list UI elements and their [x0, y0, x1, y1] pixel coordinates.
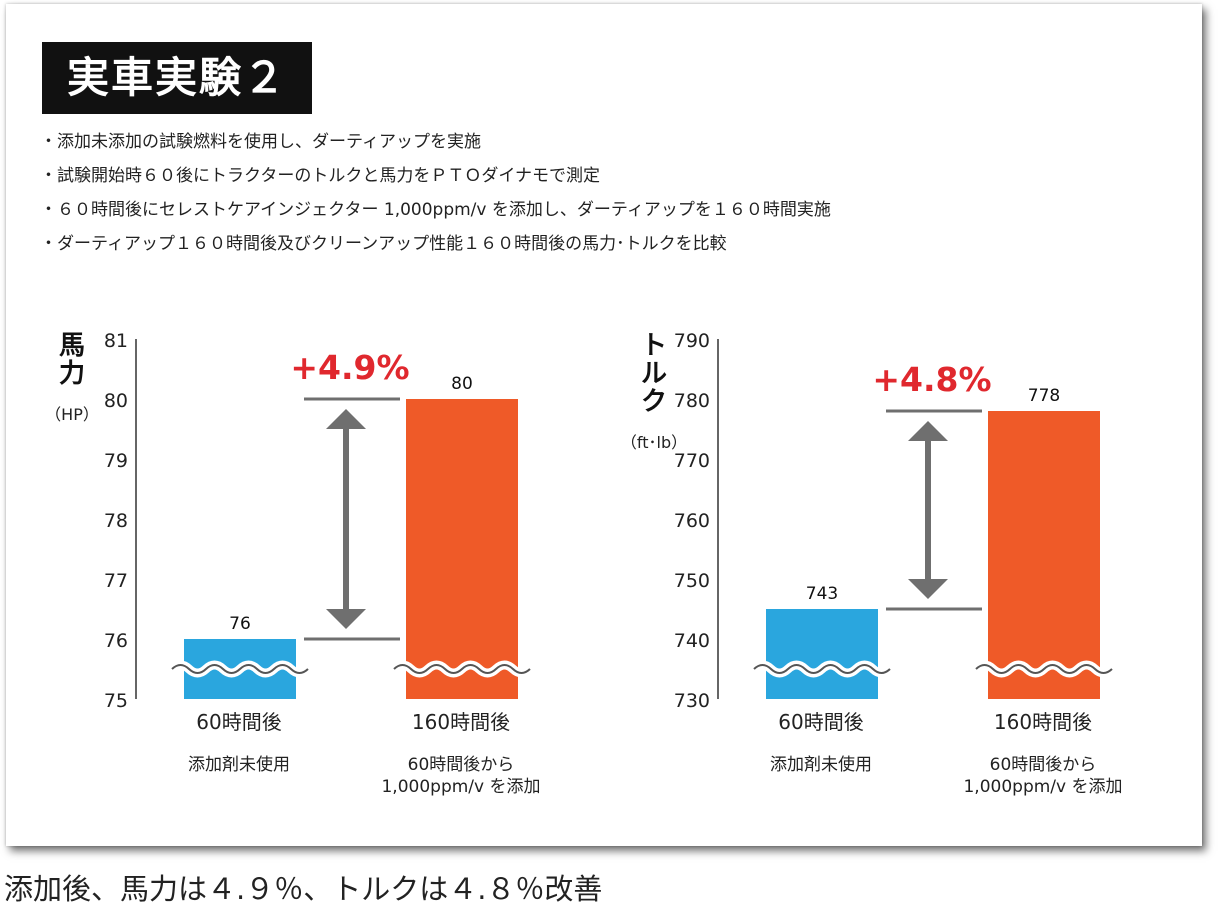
y-tick-label: 780: [674, 390, 710, 412]
category-label: 160時間後: [993, 710, 1093, 734]
torque-chart: トルク （ft･lb） 730 740 750 760 770 780 790 743 778 +4.…: [618, 304, 1158, 797]
y-tick-label: 77: [104, 570, 128, 592]
improvement-percent: +4.9%: [290, 348, 409, 387]
bar-value-label: 76: [229, 614, 251, 634]
bar-value-label: 778: [1028, 386, 1060, 406]
y-tick-label: 730: [674, 690, 710, 712]
bar-before: [766, 609, 878, 699]
y-axis-unit: （HP）: [45, 405, 99, 424]
axis-break-wave: [753, 664, 891, 674]
bar-value-label: 743: [806, 584, 838, 604]
y-axis-unit: （ft･lb）: [621, 433, 687, 452]
y-axis-label-char: 馬: [59, 331, 85, 361]
y-tick-label: 79: [104, 450, 128, 472]
category-label: 60時間後: [778, 710, 864, 734]
category-subtitle: 添加剤未使用: [188, 755, 290, 775]
y-axis-label-char: ト: [641, 331, 667, 361]
category-label: 160時間後: [411, 710, 511, 734]
category-subtitle: 1,000ppm/v を添加: [381, 777, 541, 797]
category-subtitle: 60時間後から: [989, 755, 1097, 775]
horsepower-chart: 馬力 （HP） 75 76 77 78 79 80 81 76 80 +4.9% 60時間後 160時…: [36, 304, 556, 797]
axis-break-wave: [393, 664, 531, 674]
bullet-item: 試験開始時６０後にトラクターのトルクと馬力をＰＴＯダイナモで測定: [40, 162, 831, 196]
y-axis-label-char: 力: [59, 359, 85, 389]
category-subtitle: 添加剤未使用: [770, 755, 872, 775]
slide-panel: 実車実験２ 添加未添加の試験燃料を使用し、ダーティアップを実施 試験開始時６０後…: [6, 4, 1202, 846]
y-axis-label-char: ル: [641, 359, 667, 389]
y-tick-label: 75: [104, 690, 128, 712]
axis-break-wave: [171, 664, 309, 674]
summary-caption: 添加後、馬力は４.９％、トルクは４.８％改善: [4, 872, 603, 906]
y-tick-label: 760: [674, 510, 710, 532]
y-tick-label: 790: [674, 330, 710, 352]
bullet-list: 添加未添加の試験燃料を使用し、ダーティアップを実施 試験開始時６０後にトラクター…: [40, 128, 831, 264]
bar-value-label: 80: [451, 374, 473, 394]
category-label: 60時間後: [196, 710, 282, 734]
arrow-head-up: [326, 409, 366, 429]
arrow-head-down: [908, 579, 948, 599]
y-tick-label: 81: [104, 330, 128, 352]
y-axis-label-char: ク: [641, 387, 667, 417]
horsepower-chart-svg: 馬力 （HP） 75 76 77 78 79 80 81 76 80 +4.9%: [45, 330, 534, 712]
arrow-head-up: [908, 421, 948, 441]
y-tick-label: 770: [674, 450, 710, 472]
bar-after: [406, 399, 518, 699]
bullet-item: 添加未添加の試験燃料を使用し、ダーティアップを実施: [40, 128, 831, 162]
y-tick-label: 78: [104, 510, 128, 532]
y-tick-label: 76: [104, 630, 128, 652]
axis-break-wave: [975, 664, 1113, 674]
slide-title: 実車実験２: [42, 42, 312, 114]
bullet-item: ６０時間後にセレストケアインジェクター 1,000ppm/v を添加し、ダーティ…: [40, 196, 831, 230]
bullet-item: ダーティアップ１６０時間後及びクリーンアップ性能１６０時間後の馬力･トルクを比較: [40, 230, 831, 264]
y-tick-label: 740: [674, 630, 710, 652]
torque-chart-svg: トルク （ft･lb） 730 740 750 760 770 780 790 743 778 +4.…: [621, 330, 1116, 712]
category-subtitle: 60時間後から: [407, 755, 515, 775]
improvement-percent: +4.8%: [872, 360, 991, 399]
arrow-head-down: [326, 609, 366, 629]
y-tick-label: 80: [104, 390, 128, 412]
category-subtitle: 1,000ppm/v を添加: [963, 777, 1123, 797]
y-tick-label: 750: [674, 570, 710, 592]
bar-after: [988, 411, 1100, 699]
